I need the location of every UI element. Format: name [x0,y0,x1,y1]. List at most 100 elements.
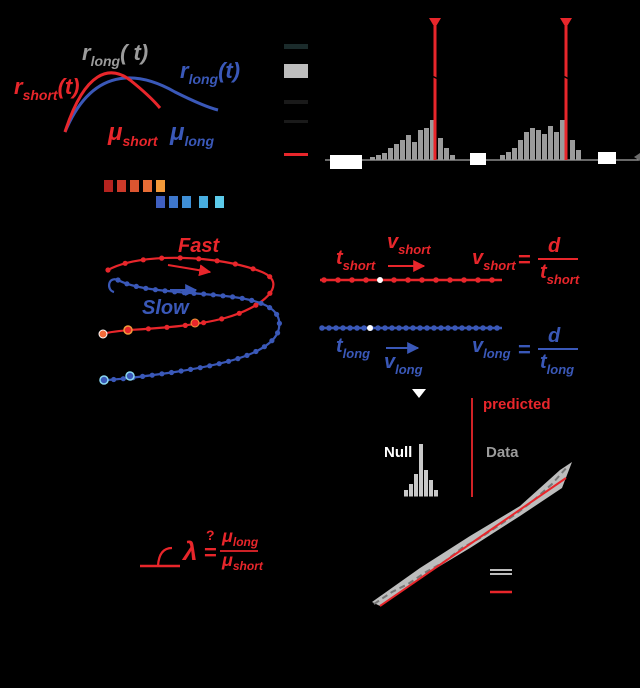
slow-trajectory-dot [159,371,165,377]
eq-v-long-sub: long [483,346,510,361]
svg-text:tlong: tlong [540,351,574,377]
short-track-dot [447,277,453,283]
slow-mid-dot [125,371,135,381]
slow-trajectory-dot [276,320,282,326]
slow-trajectory-dot [124,281,130,287]
slow-trajectory-dot [188,366,194,372]
t-long-sub: long [343,346,370,361]
slow-trajectory-dot [274,311,280,317]
r-short-label: r [14,74,24,99]
slow-trajectory-dot [162,288,168,294]
predicted-label: predicted [483,396,551,413]
fast-arrow [167,264,212,277]
slow-trajectory-dot [133,283,139,289]
swatch-short-2 [117,180,126,192]
speed-panel: tshort vshort vshort = d tshort tlong vl… [319,231,580,377]
long-color-swatches [156,196,224,208]
fast-trajectory-dot [250,266,256,272]
swatch-long-1 [156,196,165,208]
short-track-dot [433,277,439,283]
svg-text:rshort(t): rshort(t) [14,74,80,103]
slow-trajectory-dot [269,338,275,344]
slow-trajectory-dot [197,365,203,371]
lambda-num-mu: μ [221,526,233,546]
white-marker-mid [470,153,486,165]
d-short-label: d [548,235,561,257]
long-track-marker [367,325,373,331]
t-long-label: t [336,335,344,357]
swatch-long-2 [169,196,178,208]
slow-trajectory-dot [230,294,236,300]
slow-trajectory-dot [207,363,213,369]
swatch-short-1 [104,180,113,192]
r-long-mid-label: r [82,40,92,65]
trajectory-panel: Fast Slow [98,235,282,385]
slow-trajectory-dot [261,344,267,350]
observed-marker-right [560,18,572,28]
slow-trajectory-dot [191,290,197,296]
r-long-sub: long [189,71,219,87]
long-track-dot [326,325,332,331]
fast-mid-dot [123,325,133,335]
short-track-dot [405,277,411,283]
short-track-dots [321,277,495,283]
eq-short-equals: = [518,247,531,272]
null-label: Null [384,444,412,461]
r-long-mid-paren: ( t) [120,40,148,65]
lambda-num-sub: long [233,535,259,549]
r-long-paren: (t) [218,58,240,83]
fast-trajectory-dot [105,267,111,273]
swatch-short-3 [130,180,139,192]
long-track-dot [354,325,360,331]
v-long-label: v [384,351,397,373]
long-track-dots [319,325,500,331]
r-short-paren: (t) [58,74,80,99]
fast-trajectory-dot [232,261,238,267]
short-color-swatches [104,180,165,192]
lambda-den-mu: μ [221,550,233,570]
fast-trajectory-dot [182,322,188,328]
v-long-sub: long [395,362,422,377]
svg-text:μlong: μlong [221,526,259,549]
r-long-label: r [180,58,190,83]
long-track-dot [473,325,479,331]
short-track-dot [321,277,327,283]
long-track-dot [410,325,416,331]
long-track-dot [403,325,409,331]
data-label: Data [486,444,519,461]
svg-text:tshort: tshort [336,247,376,273]
raster-legend [284,44,308,156]
fast-trajectory-dot [214,258,220,264]
long-track-dot [333,325,339,331]
rate-curves-panel: rlong( t) rshort(t) rlong(t) μshort μlon… [14,40,240,208]
eq-v-short-label: v [472,247,485,269]
long-track-dot [466,325,472,331]
fast-dots [105,255,273,333]
null-histogram [404,444,438,497]
fast-trajectory-dot [177,255,183,261]
slow-trajectory-dot [220,293,226,299]
slow-trajectory-dot [115,277,121,283]
lambda-equals: = [204,540,217,565]
slow-trajectory-dot [120,376,126,382]
svg-text:μlong: μlong [169,119,214,149]
long-track-dot [494,325,500,331]
long-track-dot [487,325,493,331]
fast-label: Fast [178,235,220,257]
long-track-dot [389,325,395,331]
long-track-dot [445,325,451,331]
long-track-dot [431,325,437,331]
fast-trajectory-dot [253,302,259,308]
long-track-dot [382,325,388,331]
fast-mid-dot-2 [190,318,200,328]
long-track-dot [396,325,402,331]
mu-long-label: μ [169,119,185,146]
v-short-label: v [387,231,400,253]
svg-text:tshort: tshort [540,261,580,287]
swatch-long-4 [199,196,208,208]
short-track-dot [349,277,355,283]
fast-trajectory-dot [145,326,151,332]
slow-trajectory-dot [140,373,146,379]
short-track-dot [391,277,397,283]
r-short-sub: short [23,87,59,103]
